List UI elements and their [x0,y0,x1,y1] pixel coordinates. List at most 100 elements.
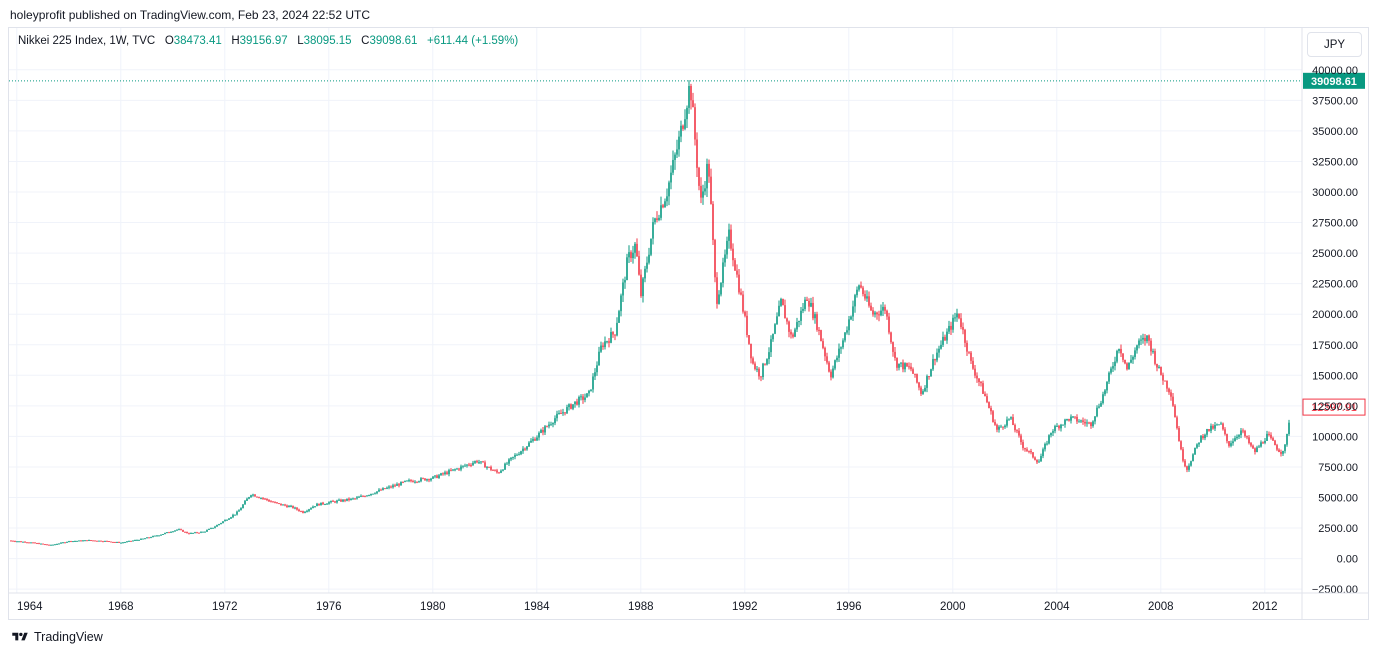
candle-up-body [224,519,226,522]
candle-up-body [832,368,834,378]
candle-down-body [970,352,972,361]
candle-up-body [684,119,686,129]
candle-up-body [540,430,542,433]
candle-up-body [190,532,192,534]
candle-down-body [872,310,874,315]
candle-up-body [126,541,128,543]
candle-up-body [1214,425,1216,429]
candle-up-body [1070,416,1072,421]
candle-down-body [996,424,998,430]
candle-up-body [236,511,238,515]
candle-up-body [1046,443,1048,445]
candle-down-body [602,345,604,348]
candle-up-body [1128,362,1130,370]
candle-up-body [628,252,630,258]
candle-down-body [640,274,642,297]
candle-down-body [1156,363,1158,368]
candle-up-body [846,330,848,333]
candle-down-body [630,252,632,259]
candle-up-body [222,521,224,524]
candle-up-body [1232,441,1234,444]
candle-down-body [1068,419,1070,421]
candle-down-body [1166,380,1168,389]
candle-up-body [142,538,144,540]
candle-up-body [528,442,530,447]
candle-down-body [86,540,88,542]
candle-up-body [1116,350,1118,362]
candle-down-body [332,500,334,502]
candle-down-body [300,511,302,513]
candle-up-body [1108,372,1110,382]
candle-down-body [1022,442,1024,449]
y-tick-label: 40000.00 [1312,65,1358,77]
candle-down-body [398,484,400,486]
candle-down-body [976,375,978,379]
candle-up-body [104,540,106,542]
candle-down-body [988,402,990,409]
candle-down-body [476,461,478,463]
candle-up-body [140,538,142,540]
candle-up-body [78,540,80,542]
x-tick-label: 1996 [836,601,862,613]
candle-down-body [736,270,738,275]
candle-up-body [282,504,284,506]
currency-button[interactable]: JPY [1307,32,1362,57]
candle-down-body [1250,443,1252,446]
candle-up-body [514,455,516,457]
candle-up-body [174,530,176,532]
candle-down-body [886,310,888,317]
candle-up-body [120,542,122,544]
candle-up-body [1158,366,1160,368]
candle-up-body [1146,335,1148,342]
candle-down-body [972,360,974,369]
candle-up-body [432,476,434,479]
candle-up-body [1236,436,1238,439]
footer: TradingView [10,630,103,644]
candle-down-body [422,478,424,480]
candle-down-body [830,371,832,378]
candle-down-body [302,511,304,513]
candle-down-body [272,501,274,503]
candle-up-body [1086,422,1088,424]
candle-up-body [356,497,358,499]
candle-up-body [1258,446,1260,448]
candle-down-body [760,376,762,378]
candle-up-body [342,499,344,502]
candle-down-body [1148,335,1150,341]
candle-up-body [386,487,388,489]
candle-down-body [1248,437,1250,444]
candle-up-body [248,497,250,499]
candle-up-body [838,348,840,358]
x-tick-label: 1968 [108,601,134,613]
low-label: L [297,35,304,47]
candle-down-body [496,470,498,473]
candle-up-body [1092,421,1094,427]
candle-down-body [890,332,892,343]
candle-down-body [1036,459,1038,463]
candle-down-body [914,373,916,375]
candle-down-body [906,363,908,367]
candle-down-body [992,411,994,422]
candle-up-body [618,311,620,323]
candle-up-body [842,340,844,348]
candle-up-body [530,440,532,443]
candle-down-body [268,500,270,502]
candle-down-body [286,505,288,508]
chart-frame [8,27,1369,620]
candle-up-body [1006,419,1008,426]
candle-down-body [982,383,984,394]
candle-down-body [380,489,382,491]
candle-up-body [834,360,836,369]
candle-up-body [132,540,134,542]
candle-up-body [796,322,798,330]
candle-up-body [144,538,146,540]
candle-up-body [804,299,806,309]
candle-down-body [42,543,44,545]
candle-down-body [1090,422,1092,427]
candle-up-body [406,480,408,482]
candle-down-body [270,501,272,503]
candle-down-body [12,540,14,542]
y-tick-label: 27500.00 [1312,218,1358,230]
candle-up-body [430,478,432,481]
